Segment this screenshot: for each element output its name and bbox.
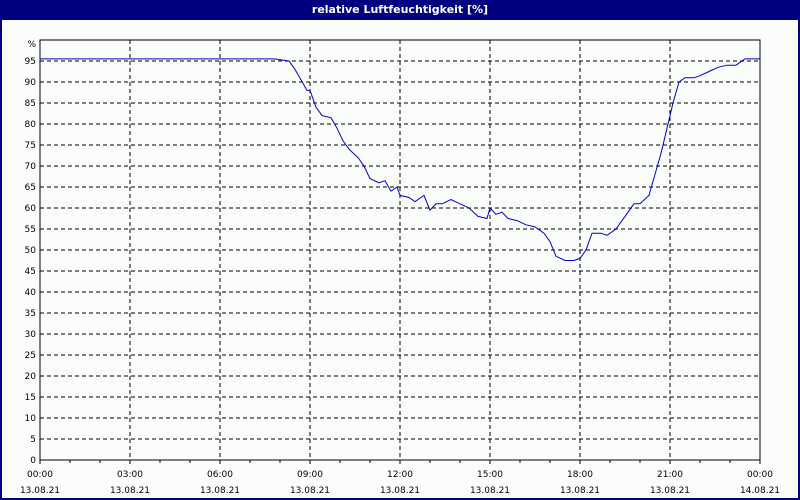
- y-tick-label: 75: [25, 141, 36, 151]
- chart-title: relative Luftfeuchtigkeit [%]: [311, 3, 489, 16]
- x-tick-time: 00:00: [747, 470, 773, 480]
- y-tick-label: 0: [30, 456, 36, 466]
- y-tick-label: 35: [25, 309, 36, 319]
- x-tick-time: 00:00: [27, 470, 53, 480]
- plot-border: [39, 39, 761, 461]
- x-tick-date: 13.08.21: [110, 486, 150, 496]
- y-tick-label: 80: [25, 120, 37, 130]
- y-tick-label: 50: [25, 246, 37, 256]
- y-tick-label: 60: [25, 204, 37, 214]
- x-tick-time: 09:00: [297, 470, 323, 480]
- x-tick-time: 06:00: [207, 470, 233, 480]
- x-tick-time: 21:00: [657, 470, 683, 480]
- x-tick-date: 14.08.21: [740, 486, 780, 496]
- x-tick-time: 18:00: [567, 470, 593, 480]
- x-tick-date: 13.08.21: [200, 486, 240, 496]
- y-tick-label: 55: [25, 225, 36, 235]
- x-tick-date: 13.08.21: [20, 486, 60, 496]
- y-tick-label: 95: [25, 57, 36, 67]
- y-tick-label: 65: [25, 183, 36, 193]
- y-tick-label: 45: [25, 267, 36, 277]
- x-tick-date: 13.08.21: [290, 486, 330, 496]
- y-axis-unit: %: [27, 40, 36, 50]
- x-tick-date: 13.08.21: [650, 486, 690, 496]
- humidity-line: [40, 58, 760, 261]
- x-tick-time: 03:00: [117, 470, 143, 480]
- y-tick-label: 40: [25, 288, 37, 298]
- y-tick-label: 30: [25, 330, 37, 340]
- x-tick-date: 13.08.21: [560, 486, 600, 496]
- y-tick-label: 20: [25, 372, 37, 382]
- y-tick-label: 10: [25, 414, 37, 424]
- x-tick-time: 15:00: [477, 470, 503, 480]
- y-tick-label: 15: [25, 393, 36, 403]
- y-tick-label: 70: [25, 162, 37, 172]
- x-tick-time: 12:00: [387, 470, 413, 480]
- y-tick-label: 85: [25, 99, 36, 109]
- y-tick-label: 90: [25, 78, 37, 88]
- x-tick-date: 13.08.21: [470, 486, 510, 496]
- y-tick-label: 25: [25, 351, 36, 361]
- y-tick-label: 5: [30, 435, 36, 445]
- x-tick-date: 13.08.21: [380, 486, 420, 496]
